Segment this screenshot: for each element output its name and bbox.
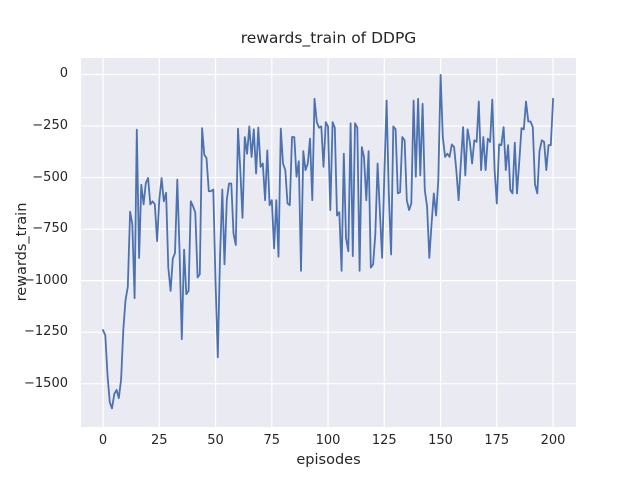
chart-title: rewards_train of DDPG	[240, 29, 417, 47]
x-tick-label: 0	[98, 433, 108, 448]
y-tick-label: −750	[32, 221, 68, 237]
x-tick-label: 125	[371, 433, 397, 448]
series-rewards-train	[102, 74, 554, 410]
y-tick-label: −1500	[24, 375, 68, 391]
x-tick-label: 100	[315, 433, 341, 448]
x-axis-label: episodes	[296, 452, 361, 468]
y-tick-label: −1250	[24, 324, 68, 340]
x-tick-label: 175	[484, 433, 510, 448]
x-tick-label: 200	[540, 433, 566, 448]
y-tick-label: 0	[59, 66, 68, 82]
x-tick-label: 50	[207, 433, 224, 448]
x-tick-label: 75	[263, 433, 281, 448]
x-tick-label: 25	[151, 433, 168, 448]
y-tick-label: −250	[32, 118, 68, 134]
y-tick-label: −500	[32, 169, 68, 185]
x-tick-label: 150	[428, 433, 453, 448]
y-tick-label: −1000	[24, 272, 68, 288]
